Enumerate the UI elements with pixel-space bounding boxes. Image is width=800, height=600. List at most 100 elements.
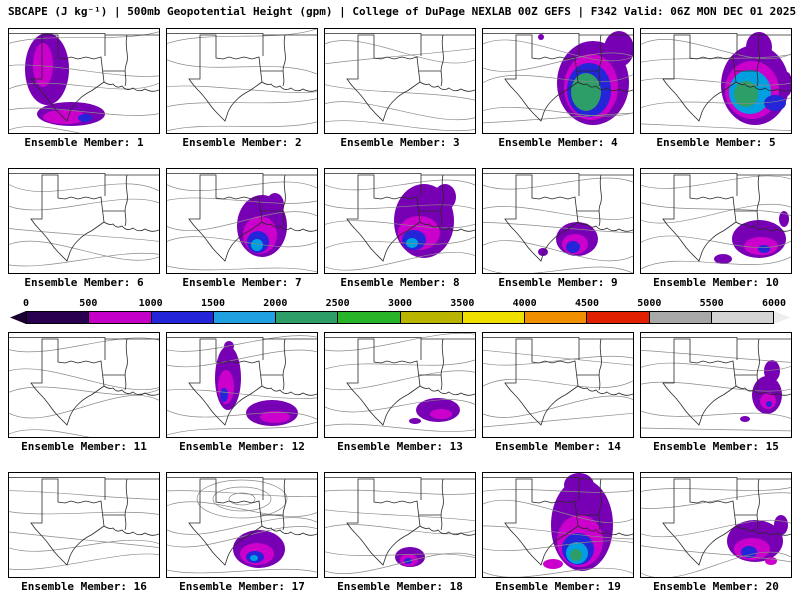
cape-fill	[714, 211, 789, 264]
ensemble-map-4	[482, 28, 634, 134]
ensemble-panel-1: Ensemble Member: 1	[8, 28, 160, 150]
state-borders	[9, 173, 159, 262]
colorbar-gradient	[10, 311, 790, 324]
colorbar-tick-6000: 6000	[761, 298, 787, 309]
ensemble-map-14	[482, 332, 634, 438]
ensemble-map-15	[640, 332, 792, 438]
height-contours	[483, 489, 633, 577]
ensemble-panel-6: Ensemble Member: 6	[8, 168, 160, 290]
colorbar-left-arrow	[10, 311, 26, 324]
height-contours	[325, 489, 475, 575]
height-contours	[483, 349, 633, 428]
ensemble-member-label-12: Ensemble Member: 12	[179, 440, 305, 453]
height-contours	[325, 179, 475, 271]
height-contours	[9, 31, 159, 133]
ensemble-row-4: Ensemble Member: 16 Ensemble Member: 17 En…	[0, 472, 800, 594]
cape-fill	[740, 360, 782, 422]
colorbar-segment-10	[649, 311, 712, 324]
ensemble-panel-14: Ensemble Member: 14	[482, 332, 634, 454]
colorbar-segment-7	[462, 311, 525, 324]
ensemble-panel-20: Ensemble Member: 20	[640, 472, 792, 594]
ensemble-member-label-16: Ensemble Member: 16	[21, 580, 147, 593]
ensemble-row-1: Ensemble Member: 1 Ensemble Member: 2 Ense…	[0, 28, 800, 150]
ensemble-panel-16: Ensemble Member: 16	[8, 472, 160, 594]
ensemble-panel-15: Ensemble Member: 15	[640, 332, 792, 454]
state-borders	[325, 173, 475, 262]
cape-fill	[538, 31, 633, 125]
cape-fill	[409, 398, 460, 424]
ensemble-member-label-19: Ensemble Member: 19	[495, 580, 621, 593]
ensemble-map-19	[482, 472, 634, 578]
colorbar-tick-500: 500	[79, 298, 98, 309]
colorbar-segment-5	[338, 311, 401, 324]
ensemble-map-1	[8, 28, 160, 134]
cape-fill	[538, 222, 598, 256]
ensemble-map-8	[324, 168, 476, 274]
cape-fill	[215, 341, 298, 426]
ensemble-map-12	[166, 332, 318, 438]
cape-fill	[395, 547, 425, 567]
ensemble-member-label-1: Ensemble Member: 1	[24, 136, 144, 149]
colorbar-segment-2	[151, 311, 214, 324]
cape-fill	[394, 184, 456, 258]
ensemble-map-9	[482, 168, 634, 274]
ensemble-panel-4: Ensemble Member: 4	[482, 28, 634, 150]
ensemble-panel-12: Ensemble Member: 12	[166, 332, 318, 454]
state-borders	[483, 33, 633, 122]
ensemble-panel-10: Ensemble Member: 10	[640, 168, 792, 290]
title-bar: SBCAPE (J kg⁻¹) | 500mb Geopotential Hei…	[0, 0, 800, 18]
height-contours	[325, 333, 475, 432]
colorbar-tick-5000: 5000	[637, 298, 662, 309]
state-borders	[641, 337, 791, 426]
colorbar-right-arrow	[774, 311, 790, 324]
ensemble-member-label-13: Ensemble Member: 13	[337, 440, 463, 453]
colorbar-segment-4	[276, 311, 339, 324]
state-borders	[9, 33, 159, 122]
ensemble-panel-7: Ensemble Member: 7	[166, 168, 318, 290]
colorbar-segment-0	[26, 311, 90, 324]
height-contours	[167, 479, 317, 574]
state-borders	[167, 33, 317, 122]
ensemble-map-10	[640, 168, 792, 274]
cape-fill	[721, 32, 791, 125]
ensemble-row-2: Ensemble Member: 6 Ensemble Member: 7 Ense…	[0, 168, 800, 290]
height-contours	[483, 177, 633, 273]
state-borders	[641, 33, 791, 122]
state-borders	[167, 173, 317, 262]
state-borders	[483, 173, 633, 262]
colorbar-tick-3000: 3000	[387, 298, 413, 309]
colorbar-tick-0: 0	[22, 298, 30, 309]
height-contours	[641, 39, 791, 132]
height-contours	[483, 39, 633, 124]
ensemble-member-label-2: Ensemble Member: 2	[182, 136, 302, 149]
ensemble-panel-3: Ensemble Member: 3	[324, 28, 476, 150]
cape-colorbar: 0 500 1000 1500 2000 2500 3000 3500 4000 4500 5000…	[10, 298, 790, 324]
ensemble-panel-5: Ensemble Member: 5	[640, 28, 792, 150]
colorbar-segment-6	[400, 311, 463, 324]
ensemble-member-label-8: Ensemble Member: 8	[340, 276, 460, 289]
colorbar-tick-5500: 5500	[699, 298, 724, 309]
ensemble-member-label-7: Ensemble Member: 7	[182, 276, 302, 289]
ensemble-member-label-20: Ensemble Member: 20	[653, 580, 779, 593]
colorbar-tick-2500: 2500	[325, 298, 350, 309]
ensemble-member-label-4: Ensemble Member: 4	[498, 136, 618, 149]
state-borders	[9, 477, 159, 566]
ensemble-map-2	[166, 28, 318, 134]
cape-fill	[543, 473, 613, 571]
height-contours	[9, 490, 159, 570]
cape-fill	[25, 33, 105, 126]
state-borders	[641, 173, 791, 262]
ensemble-panel-13: Ensemble Member: 13	[324, 332, 476, 454]
height-contours	[9, 183, 159, 267]
ensemble-member-label-10: Ensemble Member: 10	[653, 276, 779, 289]
colorbar-segment-9	[587, 311, 650, 324]
ensemble-panel-8: Ensemble Member: 8	[324, 168, 476, 290]
state-borders	[483, 337, 633, 426]
colorbar-tick-3500: 3500	[450, 298, 475, 309]
page-title: SBCAPE (J kg⁻¹) | 500mb Geopotential Hei…	[8, 5, 797, 18]
ensemble-panel-2: Ensemble Member: 2	[166, 28, 318, 150]
ensemble-map-6	[8, 168, 160, 274]
height-contours	[641, 175, 791, 270]
height-contours	[167, 181, 317, 273]
ensemble-member-label-5: Ensemble Member: 5	[656, 136, 776, 149]
